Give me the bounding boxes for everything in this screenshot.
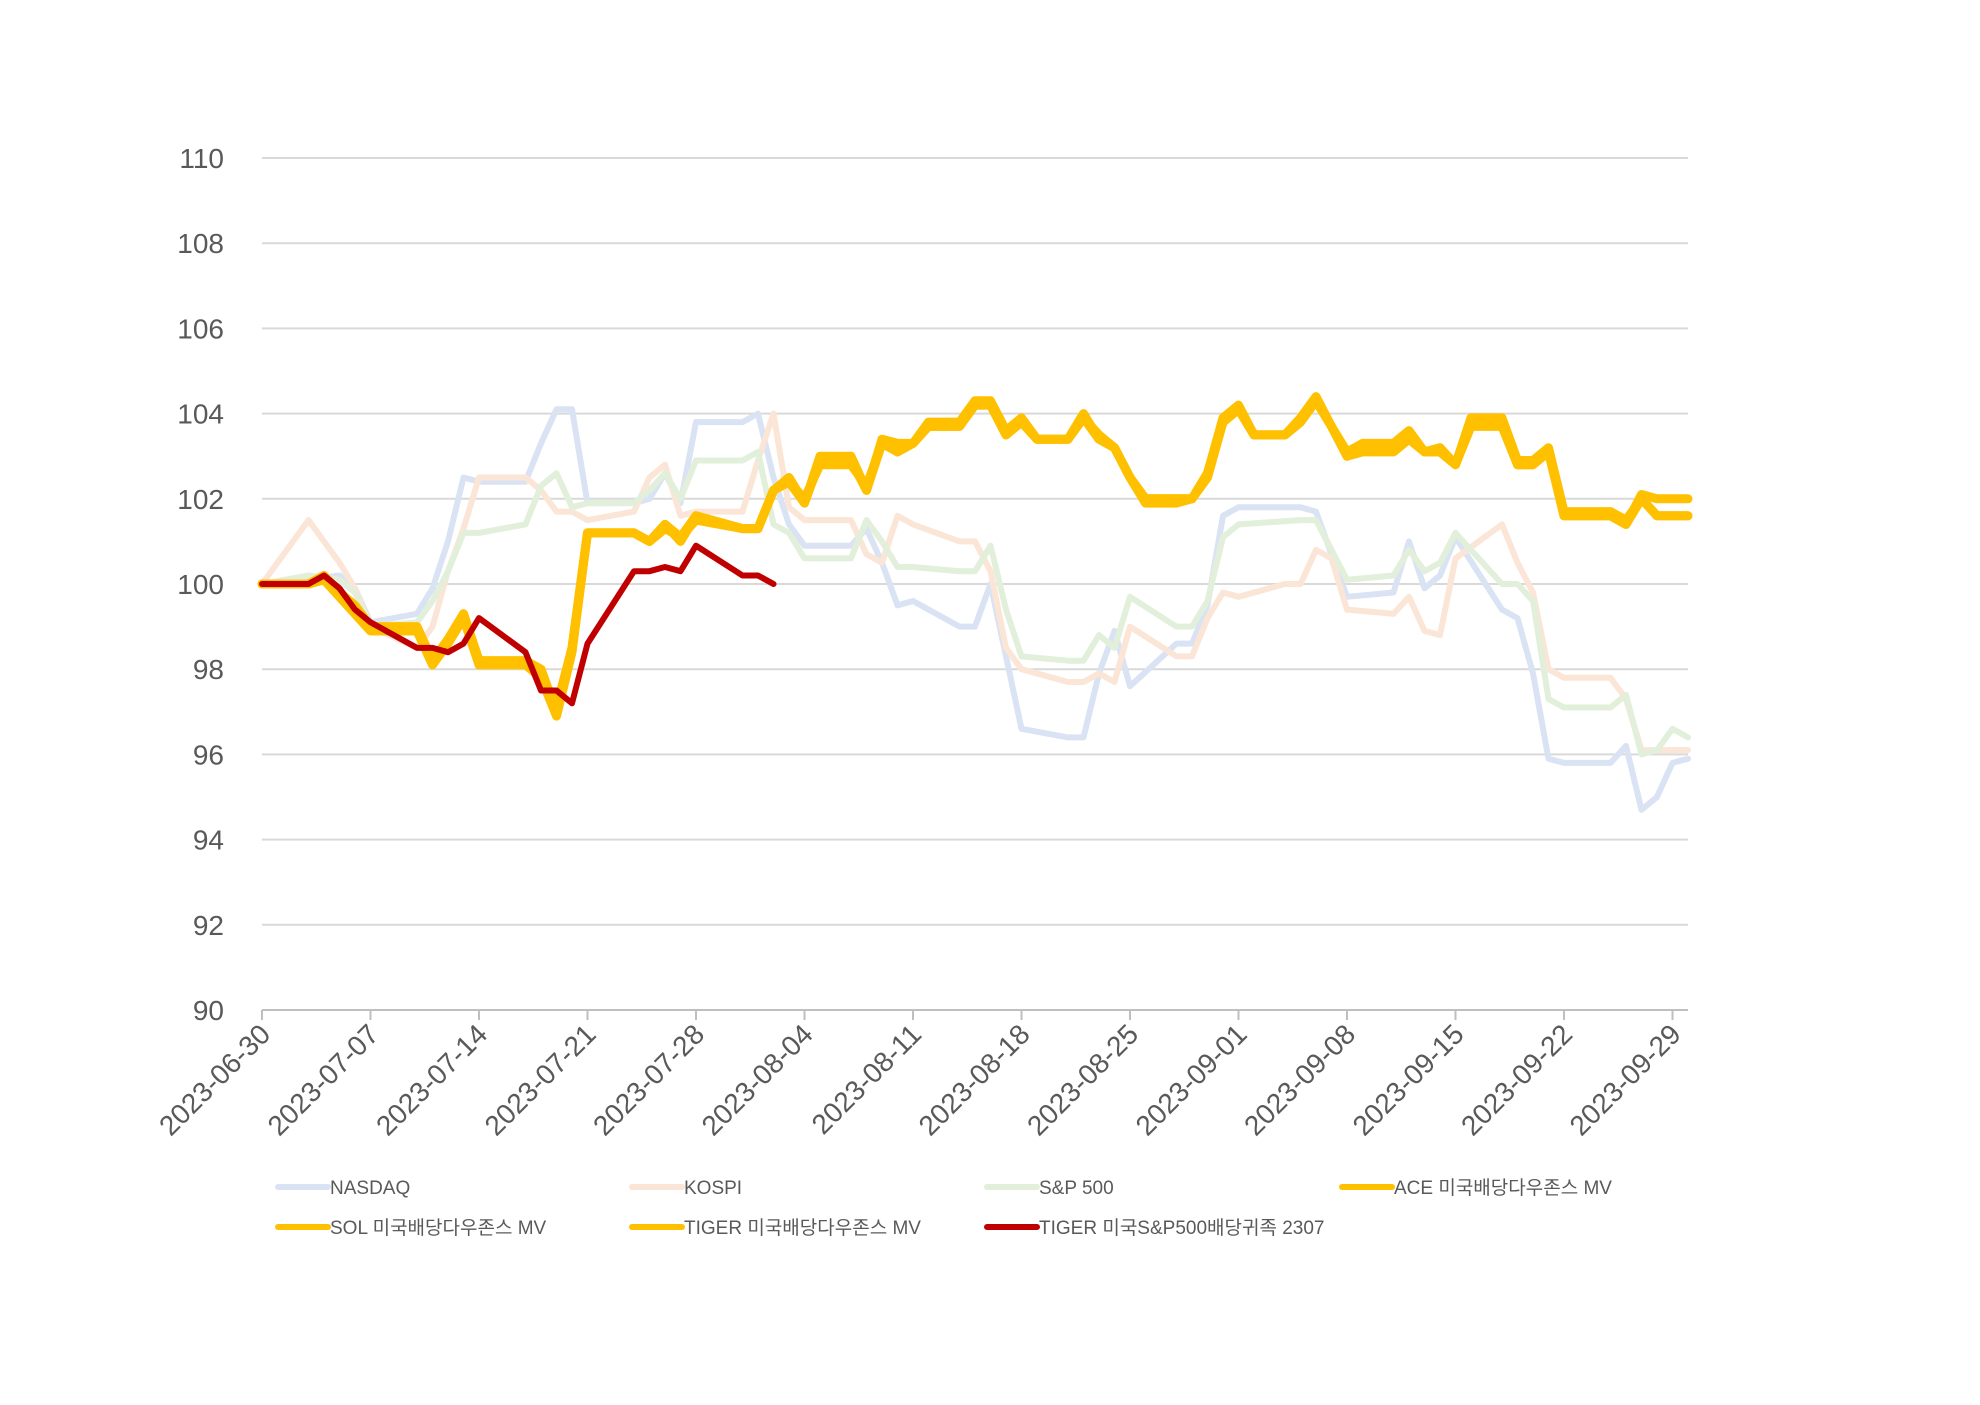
y-tick-label: 100 [177, 569, 224, 600]
y-axis: 90 92 94 96 98 100 102 104 106 108 110 [177, 143, 224, 1026]
y-tick-label: 104 [177, 399, 224, 430]
y-tick-label: 90 [193, 995, 224, 1026]
legend-label: KOSPI [684, 1178, 742, 1199]
plot-area [257, 392, 1693, 813]
y-tick-label: 92 [193, 910, 224, 941]
series-line-kospi-1 [259, 410, 1691, 754]
gridlines [262, 157, 1688, 1011]
legend-label: NASDAQ [330, 1178, 410, 1199]
legend-label: TIGER 미국S&P500배당귀족 2307 [1039, 1217, 1324, 1239]
y-tick-label: 98 [193, 654, 224, 685]
y-tick-label: 106 [177, 313, 224, 344]
y-tick-label: 110 [179, 143, 224, 174]
y-tick-label: 94 [193, 825, 224, 856]
legend-label: TIGER 미국배당다우존스 MV [684, 1217, 921, 1239]
series-line-tiger-mv-5 [257, 396, 1693, 712]
legend-label: ACE 미국배당다우존스 MV [1394, 1177, 1612, 1199]
legend-label: S&P 500 [1039, 1178, 1114, 1199]
series-line-s-p-500-2 [259, 448, 1691, 758]
series-line-tiger-s-p500-2307-6 [259, 542, 777, 707]
y-tick-label: 108 [177, 228, 224, 259]
y-tick-label: 96 [193, 739, 224, 770]
legend-label: SOL 미국배당다우존스 MV [330, 1217, 547, 1239]
y-tick-label: 102 [177, 484, 224, 515]
legend: NASDAQ KOSPI S&P 500 ACE 미국배당다우존스 MV SOL 미국배… [275, 1177, 1612, 1239]
